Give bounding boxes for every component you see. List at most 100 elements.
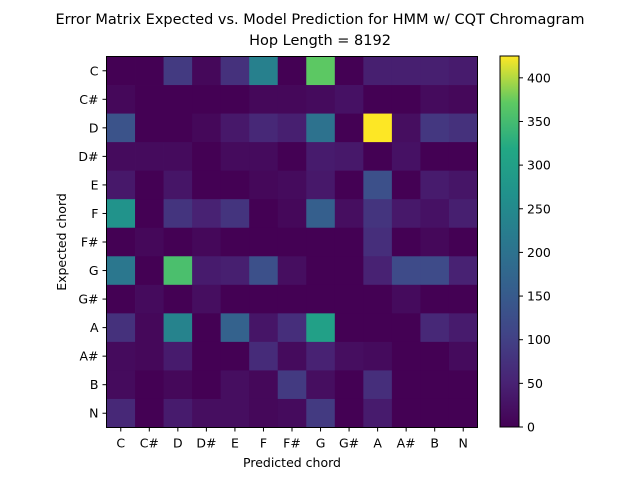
- heatmap-cell: [334, 170, 364, 200]
- heatmap-cell: [135, 313, 164, 343]
- x-tick-label: D: [173, 436, 183, 451]
- colorbar-tick-label: 250: [527, 201, 551, 216]
- x-tick-label: B: [430, 436, 439, 451]
- heatmap-cell: [163, 227, 193, 257]
- colorbar-ticks: 0 50 100 150 200 250 300 350 400: [519, 70, 551, 435]
- heatmap-cell: [448, 113, 478, 143]
- heatmap-cell: [391, 370, 421, 400]
- heatmap-cell: [334, 370, 364, 400]
- heatmap-cell: [220, 227, 250, 257]
- heatmap-cells: [106, 56, 478, 428]
- heatmap-cell: [420, 170, 450, 200]
- heatmap-cell: [192, 227, 222, 257]
- heatmap-cell: [448, 170, 478, 200]
- heatmap-cell: [106, 284, 136, 314]
- heatmap-cell: [220, 256, 250, 286]
- heatmap-cell: [106, 113, 136, 143]
- heatmap-cell: [106, 142, 136, 172]
- heatmap-cell: [391, 199, 421, 229]
- heatmap-cell: [420, 256, 450, 286]
- heatmap-cell: [306, 256, 336, 286]
- y-tick-label: D#: [78, 149, 98, 164]
- x-tick-label: D#: [196, 436, 216, 451]
- heatmap-cell: [135, 341, 164, 371]
- heatmap-cell: [363, 313, 393, 343]
- heatmap-cell: [135, 256, 164, 286]
- heatmap-cell: [391, 56, 421, 86]
- heatmap-cell: [106, 370, 136, 400]
- heatmap-cell: [420, 284, 450, 314]
- heatmap-cell: [306, 199, 336, 229]
- heatmap-cell: [277, 85, 307, 114]
- heatmap-cell: [249, 370, 279, 400]
- heatmap-cell: [334, 199, 364, 229]
- heatmap-cell: [448, 56, 478, 86]
- heatmap-cell: [277, 370, 307, 400]
- heatmap-cell: [277, 398, 307, 428]
- heatmap-cell: [277, 256, 307, 286]
- heatmap-cell: [363, 56, 393, 86]
- heatmap-cell: [334, 56, 364, 86]
- heatmap-cell: [277, 227, 307, 257]
- y-tick-label: B: [90, 377, 99, 392]
- y-tick-label: A#: [79, 349, 98, 364]
- heatmap-cell: [448, 227, 478, 257]
- heatmap-cell: [249, 199, 279, 229]
- heatmap-cell: [306, 85, 336, 114]
- heatmap-cell: [249, 56, 279, 86]
- y-tick-label: G: [89, 263, 99, 278]
- heatmap-cell: [249, 142, 279, 172]
- heatmap-cell: [306, 341, 336, 371]
- x-tick-label: G: [316, 436, 326, 451]
- heatmap-cell: [220, 398, 250, 428]
- heatmap-cell: [334, 227, 364, 257]
- heatmap-cell: [363, 113, 393, 143]
- x-tick-label: E: [231, 436, 239, 451]
- y-tick-label: D: [89, 120, 99, 135]
- heatmap-cell: [192, 284, 222, 314]
- heatmap-cell: [135, 56, 164, 86]
- x-tick-label: C: [116, 436, 125, 451]
- colorbar: [499, 55, 520, 428]
- heatmap-cell: [391, 170, 421, 200]
- heatmap-cell: [391, 398, 421, 428]
- heatmap-cell: [163, 56, 193, 86]
- heatmap-cell: [448, 85, 478, 114]
- heatmap-cell: [220, 370, 250, 400]
- heatmap-cell: [192, 142, 222, 172]
- heatmap-cell: [220, 284, 250, 314]
- heatmap-cell: [334, 85, 364, 114]
- y-axis-ticks: C C# D D# EF F# G G# A A# BN: [78, 63, 107, 421]
- heatmap-cell: [391, 113, 421, 143]
- heatmap-cell: [391, 313, 421, 343]
- heatmap-cell: [448, 313, 478, 343]
- x-tick-label: A: [373, 436, 382, 451]
- heatmap-cell: [363, 199, 393, 229]
- heatmap-cell: [249, 113, 279, 143]
- colorbar-tick-label: 350: [527, 114, 551, 129]
- heatmap-cell: [448, 284, 478, 314]
- x-tick-label: N: [459, 436, 468, 451]
- heatmap-cell: [420, 341, 450, 371]
- heatmap-cell: [163, 256, 193, 286]
- heatmap-cell: [192, 170, 222, 200]
- heatmap-cell: [106, 85, 136, 114]
- heatmap-cell: [135, 142, 164, 172]
- heatmap-cell: [306, 142, 336, 172]
- y-tick-label: A: [90, 320, 99, 335]
- heatmap-cell: [163, 313, 193, 343]
- heatmap-cell: [306, 56, 336, 86]
- heatmap-cell: [135, 199, 164, 229]
- heatmap-cell: [106, 199, 136, 229]
- y-tick-label: F#: [81, 235, 99, 250]
- colorbar-tick-label: 200: [527, 245, 551, 260]
- heatmap-cell: [391, 227, 421, 257]
- heatmap-cell: [448, 341, 478, 371]
- heatmap-cell: [192, 199, 222, 229]
- heatmap-cell: [249, 313, 279, 343]
- heatmap-cell: [163, 199, 193, 229]
- heatmap-cell: [106, 398, 136, 428]
- colorbar-tick-label: 100: [527, 332, 551, 347]
- heatmap-cell: [334, 113, 364, 143]
- heatmap-cell: [106, 256, 136, 286]
